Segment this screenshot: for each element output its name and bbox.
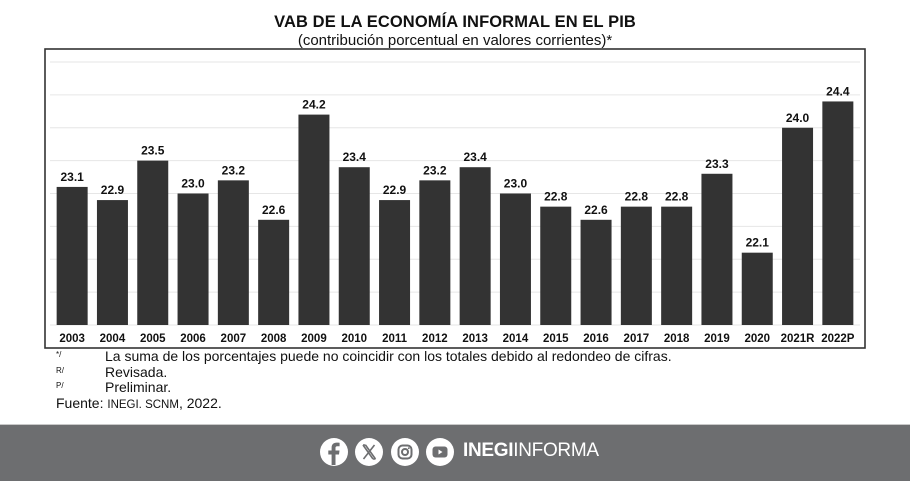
x-tick-label: 2018: [664, 333, 690, 345]
instagram-icon[interactable]: [391, 438, 419, 466]
bar-2014: [499, 193, 531, 325]
brand-light: INFORMA: [513, 440, 599, 461]
source-label: Fuente:: [56, 395, 104, 411]
bar-2019: [701, 173, 733, 325]
inegi-informa-brand: INEGIINFORMA: [463, 440, 599, 462]
value-label: 23.0: [181, 177, 205, 191]
bar-2015: [540, 206, 572, 325]
value-label: 22.8: [544, 190, 568, 204]
bar-2012: [419, 180, 451, 325]
bar-2013: [459, 167, 491, 325]
value-label: 22.9: [383, 183, 407, 197]
value-label: 22.8: [665, 190, 689, 204]
value-label: 23.3: [705, 157, 729, 171]
bar-2021R: [782, 127, 814, 325]
bar-2020: [741, 252, 773, 325]
x-tick-label: 2013: [462, 333, 488, 345]
value-label: 22.8: [625, 190, 649, 204]
value-label: 23.4: [463, 150, 487, 164]
footer-band: INEGIINFORMA: [0, 424, 910, 481]
bar-2005: [137, 160, 169, 325]
youtube-icon[interactable]: [426, 438, 454, 466]
x-tick-label: 2009: [301, 333, 327, 345]
value-label: 24.2: [302, 98, 326, 112]
x-tick-label: 2016: [583, 333, 609, 345]
bar-2008: [258, 219, 290, 325]
value-label: 23.4: [343, 150, 367, 164]
value-label: 23.5: [141, 144, 165, 158]
plot-frame: [44, 48, 866, 349]
x-tick-label: 2021R: [781, 333, 816, 345]
bar-2009: [298, 114, 330, 325]
bar-2007: [217, 180, 249, 325]
chart-title: VAB DE LA ECONOMÍA INFORMAL EN EL PIB: [274, 13, 636, 31]
x-tick-label: 2010: [341, 333, 367, 345]
bar-2010: [338, 167, 370, 325]
value-label: 22.9: [101, 183, 125, 197]
facebook-icon[interactable]: [320, 438, 348, 466]
x-tick-label: 2011: [382, 333, 408, 345]
x-tick-label: 2022P: [821, 333, 855, 345]
bar-2022P: [822, 101, 854, 325]
bar-2004: [96, 200, 128, 325]
value-label: 23.1: [60, 170, 84, 184]
x-tick-label: 2007: [221, 333, 247, 345]
value-label: 23.0: [504, 177, 528, 191]
bar-2016: [580, 219, 612, 325]
source-line: Fuente: INEGI. SCNM, 2022.: [56, 395, 222, 411]
x-tick-label: 2003: [59, 333, 85, 345]
value-labels: 23.1 22.9 23.5 23.0 23.2 22.6 24.2 23.4 22.9 23.2…: [60, 84, 849, 249]
footnote-mark: P/: [56, 381, 64, 390]
x-tick-label: 2008: [261, 333, 287, 345]
x-tick-label: 2006: [180, 333, 206, 345]
x-tick-label: 2004: [100, 333, 126, 345]
gridlines: [50, 61, 860, 326]
x-tick-label: 2005: [140, 333, 166, 345]
bar-2017: [620, 206, 652, 325]
source-year: , 2022.: [178, 395, 222, 411]
footnote-text: Preliminar.: [105, 379, 172, 395]
brand-bold: INEGI: [463, 440, 514, 461]
value-label: 24.4: [826, 84, 850, 98]
value-label: 23.2: [222, 163, 246, 177]
source-org: INEGI. SCNM: [107, 399, 179, 411]
value-label: 22.1: [746, 236, 770, 250]
footnote-mark: */: [56, 350, 62, 359]
value-label: 24.0: [786, 111, 810, 125]
x-icon[interactable]: [355, 438, 383, 466]
x-tick-label: 2019: [704, 333, 730, 345]
bar-2003: [56, 186, 88, 325]
footnote-mark: R/: [56, 365, 64, 375]
x-tick-label: 2014: [503, 333, 529, 345]
footnote-text: Revisada.: [105, 363, 168, 380]
x-tick-label: 2015: [543, 333, 569, 345]
value-label: 23.2: [423, 163, 447, 177]
x-tick-label: 2020: [744, 333, 770, 345]
footnote-text: La suma de los porcentajes puede no coin…: [105, 348, 672, 364]
chart-subtitle: (contribución porcentual en valores corr…: [297, 32, 613, 49]
bars: [56, 101, 854, 325]
bar-chart: 23.1 22.9 23.5 23.0 23.2 22.6 24.2 23.4 22.9 23.2…: [44, 48, 866, 349]
value-label: 22.6: [262, 203, 286, 217]
x-tick-label: 2012: [422, 333, 448, 345]
x-tick-label: 2017: [624, 333, 650, 345]
bar-2011: [379, 200, 411, 325]
x-tick-labels: 2003 2004 2005 2006 2007 2008 2009 2010 2011 2012…: [59, 333, 854, 345]
value-label: 22.6: [584, 203, 608, 217]
bar-2006: [177, 193, 209, 325]
bar-2018: [661, 206, 693, 325]
